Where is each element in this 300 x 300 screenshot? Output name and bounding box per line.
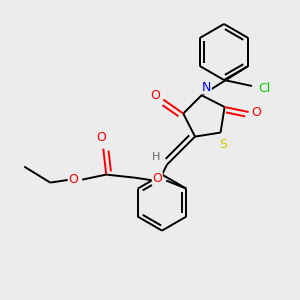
Text: N: N <box>202 81 211 94</box>
Text: Cl: Cl <box>258 82 270 94</box>
Text: O: O <box>152 172 162 185</box>
Text: O: O <box>150 89 160 102</box>
Text: O: O <box>68 173 78 186</box>
Text: S: S <box>220 138 228 151</box>
Text: H: H <box>152 152 160 162</box>
Text: O: O <box>96 131 106 144</box>
Text: O: O <box>252 106 262 118</box>
